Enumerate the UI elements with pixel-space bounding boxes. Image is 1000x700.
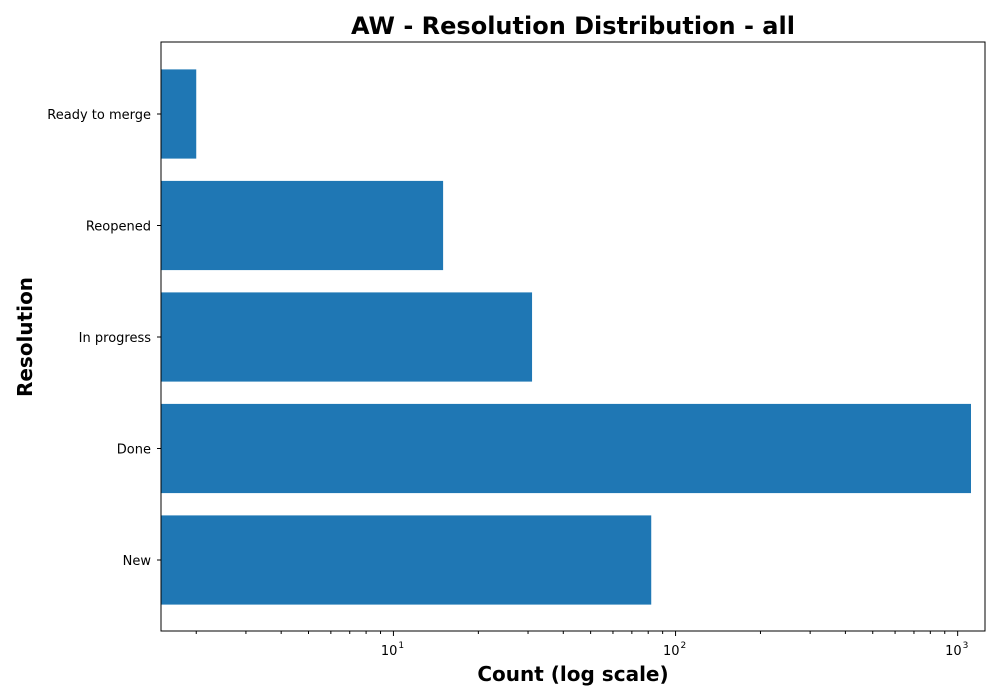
bar-new — [161, 515, 652, 605]
x-tick-label-exponent: 2 — [681, 641, 687, 651]
x-tick-label-base: 10 — [663, 644, 680, 659]
bars — [161, 69, 971, 605]
y-tick-label: In progress — [79, 331, 152, 346]
y-tick-label: New — [123, 554, 152, 569]
x-tick-label-exponent: 3 — [963, 641, 969, 651]
chart-title: AW - Resolution Distribution - all — [351, 12, 795, 40]
x-tick-label-base: 10 — [381, 644, 398, 659]
y-axis-label: Resolution — [13, 277, 37, 397]
bar-done — [161, 403, 971, 494]
bar-in-progress — [161, 292, 533, 382]
y-axis: New Done In progress Reopened Ready to merge — [47, 108, 161, 569]
x-tick-label-exponent: 1 — [398, 641, 404, 651]
x-axis-label: Count (log scale) — [477, 662, 668, 686]
x-axis: 10 1 10 2 10 3 — [195, 631, 969, 659]
x-tick-label-base: 10 — [945, 644, 962, 659]
y-tick-label: Ready to merge — [47, 108, 151, 123]
y-tick-label: Reopened — [86, 220, 151, 235]
bar-ready-to-merge — [161, 69, 197, 159]
bar-reopened — [161, 180, 444, 271]
y-tick-label: Done — [117, 443, 151, 458]
